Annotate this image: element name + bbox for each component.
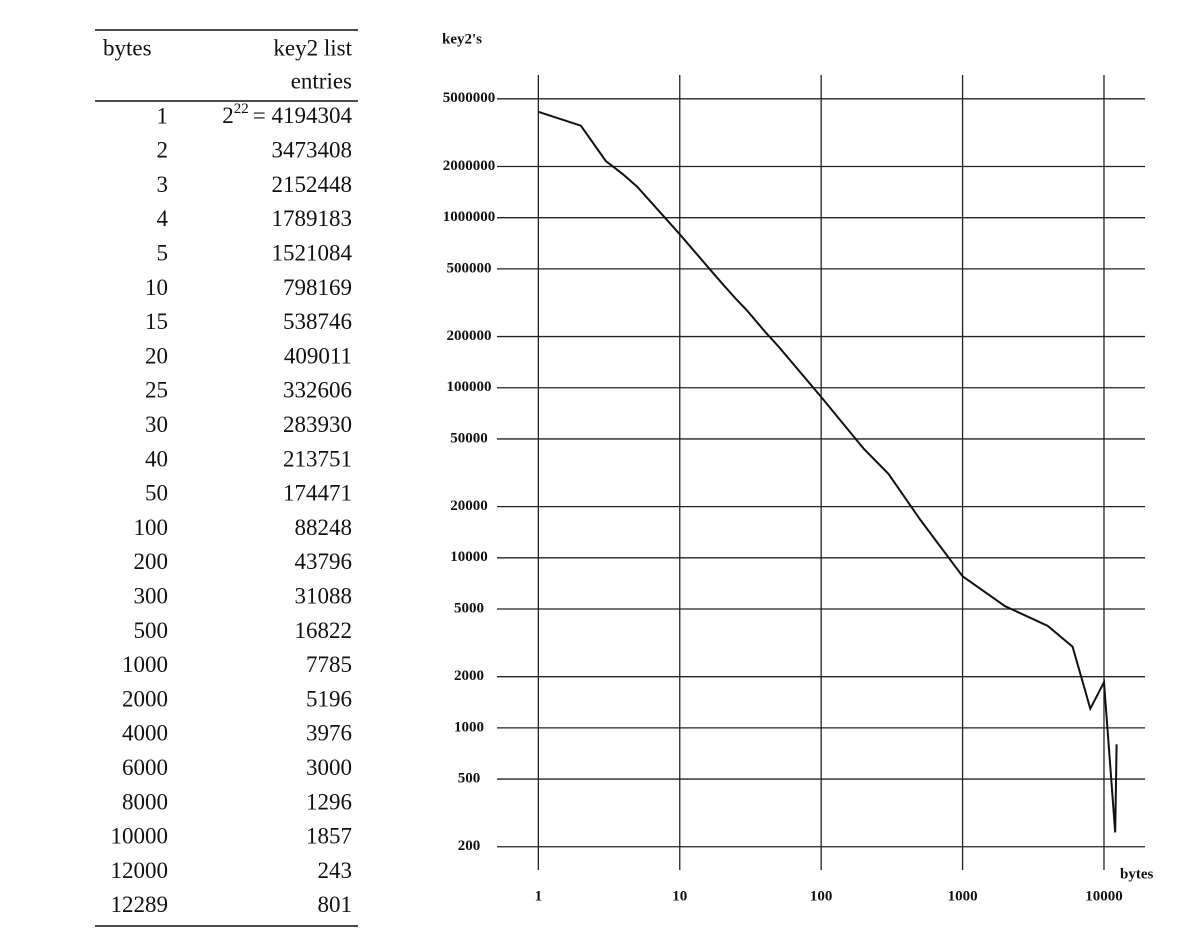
y-tick-label: 1000 [454,719,484,735]
y-axis-label: key2's [442,31,482,47]
table-cell: 25 [145,378,168,403]
x-tick-label: 100 [810,888,833,904]
x-tick-label: 10000 [1085,888,1123,904]
table-cell: 200 [134,549,169,574]
table-cell: 15 [145,309,168,334]
table-header: entries [291,68,352,93]
y-tick-label: 5000 [454,600,484,616]
table-cell: 7785 [306,652,352,677]
table-cell: 12000 [111,858,169,883]
table-cell: 798169 [283,275,352,300]
table-cell: 4 [157,206,169,231]
table-cell: 16822 [295,618,353,643]
table-cell: 1521084 [272,240,353,265]
table-cell: 10000 [111,824,169,849]
y-tick-label: 10000 [450,549,488,565]
y-tick-label: 2000 [454,668,484,684]
table-cell: 300 [134,583,169,608]
table-cell: 332606 [283,378,352,403]
data-line [538,110,1118,833]
cell-base: 2 [222,103,234,128]
y-tick-label: 100000 [447,379,492,395]
table-cell: 538746 [283,309,352,334]
table-cell: 5 [157,240,169,265]
y-tick-label: 1000000 [443,209,496,225]
table-cell: 6000 [122,755,168,780]
table-cell: 43796 [295,549,353,574]
y-tick-label: 20000 [450,498,488,514]
table-cell: 1857 [306,824,352,849]
table-cell: 3473408 [272,138,353,163]
table-cell: 1296 [306,789,352,814]
table-cell: 243 [318,858,353,883]
table-cell: 2152448 [272,172,353,197]
table-cell: 1000 [122,652,168,677]
table-cell: 20 [145,343,168,368]
table-cell: 2000 [122,686,168,711]
table-cell: 88248 [295,515,353,540]
table-cell: 31088 [295,583,353,608]
table-cell: 4000 [122,721,168,746]
y-tick-label: 200000 [447,328,492,344]
table-header: bytes [103,35,152,60]
table-cell: 500 [134,618,169,643]
table-cell: 3976 [306,721,352,746]
y-tick-label: 50000 [450,430,488,446]
y-tick-label: 2000000 [443,158,496,174]
table-cell: 1 [157,103,169,128]
x-axis-label: bytes [1120,866,1153,882]
table-cell: 222 = 4194304 [222,101,352,128]
table-cell: 213751 [283,446,352,471]
table-cell: 40 [145,446,168,471]
table-cell: 409011 [284,343,352,368]
x-tick-label: 1000 [948,888,978,904]
table-cell: 10 [145,275,168,300]
cell-value: = 4194304 [253,103,353,128]
table-cell: 8000 [122,789,168,814]
y-tick-label: 5000000 [443,90,496,106]
table-cell: 3 [157,172,169,197]
table-cell: 50 [145,481,168,506]
x-tick-label: 1 [535,888,543,904]
table-cell: 801 [318,892,353,917]
table-cell: 12289 [111,892,169,917]
table-cell: 1789183 [272,206,353,231]
x-tick-label: 10 [672,888,687,904]
table-cell: 30 [145,412,168,437]
table-cell: 174471 [283,481,352,506]
table-cell: 3000 [306,755,352,780]
table-cell: 100 [134,515,169,540]
y-tick-label: 500 [458,771,481,787]
table-cell: 283930 [283,412,352,437]
table-cell: 5196 [306,686,352,711]
table-header: key2 list [273,35,352,60]
cell-exponent: 22 [234,101,249,117]
table-cell: 2 [157,138,169,163]
y-tick-label: 200 [458,838,481,854]
y-tick-label: 500000 [447,260,492,276]
